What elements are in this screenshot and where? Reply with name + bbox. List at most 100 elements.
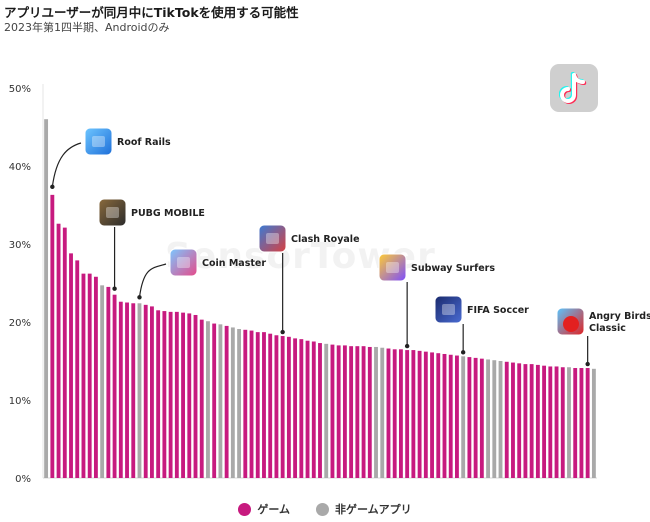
- bar-game: [112, 294, 117, 478]
- bar-game: [93, 276, 98, 478]
- leader-dot: [50, 184, 55, 190]
- bar-game: [423, 351, 428, 478]
- bar-game: [448, 354, 453, 478]
- bar-game: [398, 349, 403, 478]
- bar-game: [131, 303, 136, 478]
- bar-game: [442, 353, 447, 478]
- bar-game: [150, 306, 154, 478]
- bar-game: [255, 332, 260, 478]
- bar-nongame: [324, 343, 329, 478]
- bar-game: [268, 333, 273, 478]
- bar-game: [342, 345, 347, 478]
- bar-nongame: [374, 346, 378, 478]
- leader-dot: [460, 350, 466, 355]
- leader-dot: [280, 329, 285, 335]
- bar-nongame: [486, 359, 490, 478]
- bar-nongame: [44, 119, 49, 478]
- bar-game: [585, 368, 590, 478]
- subway-surfers-app-icon: [378, 253, 407, 282]
- legend-label-game: ゲーム: [257, 503, 290, 516]
- pubg-mobile-app-icon: [98, 198, 127, 227]
- app-icon-detail: [266, 233, 279, 244]
- bar-game: [511, 362, 515, 478]
- leader-dot: [404, 343, 410, 349]
- bar-game: [305, 340, 310, 478]
- bar-game: [143, 304, 148, 478]
- bar-game: [560, 367, 565, 478]
- bar-nongame: [461, 356, 466, 478]
- tiktok-logo-icon: [550, 64, 598, 112]
- legend-swatch-nongame: [316, 502, 329, 516]
- bar-game: [106, 286, 111, 478]
- bar-game: [523, 364, 528, 478]
- bar-game: [243, 329, 248, 478]
- bar-game: [249, 330, 254, 478]
- bar-game: [280, 336, 285, 478]
- annotation-angry-birds-classic: Angry Birds Classic: [556, 307, 650, 367]
- bar-game: [436, 353, 441, 478]
- app-icon-detail: [106, 207, 119, 218]
- angry-bird-shape: [563, 316, 579, 332]
- bar-game: [548, 366, 553, 478]
- bar-game: [118, 301, 123, 478]
- bar-game: [542, 365, 547, 478]
- bar-nongame: [137, 303, 142, 478]
- annotation-subway-surfers: Subway Surfers: [378, 253, 495, 349]
- bar-game: [330, 344, 335, 478]
- annotation-label: Coin Master: [202, 258, 266, 269]
- bar-game: [62, 227, 67, 478]
- bar-nongame: [591, 368, 596, 478]
- bar-game: [349, 346, 354, 478]
- bars: [44, 119, 596, 479]
- y-tick-label: 40%: [9, 162, 31, 173]
- bar-game: [181, 312, 185, 478]
- bar-game: [199, 319, 204, 478]
- bar-game: [554, 366, 559, 478]
- annotation-roof-rails: Roof Rails: [50, 127, 171, 190]
- bar-game: [455, 355, 459, 478]
- bar-game: [174, 311, 179, 478]
- leader-line: [138, 263, 167, 298]
- app-icon-detail: [92, 136, 105, 147]
- bar-game: [69, 253, 73, 478]
- bar-game: [529, 364, 534, 478]
- bar-game: [336, 345, 341, 478]
- annotation-label: FIFA Soccer: [467, 305, 529, 316]
- y-tick-label: 50%: [9, 84, 31, 95]
- bar-nongame: [100, 285, 105, 478]
- bar-game: [168, 311, 173, 478]
- bar-game: [517, 363, 522, 478]
- chart-subtitle: 2023年第1四半期、Androidのみ: [4, 21, 170, 34]
- bar-game: [212, 323, 217, 478]
- y-tick-label: 30%: [9, 240, 31, 251]
- bar-nongame: [218, 324, 223, 478]
- bar-game: [392, 349, 397, 478]
- bar-game: [473, 357, 478, 478]
- bar-game: [386, 348, 391, 478]
- roof-rails-app-icon: [84, 127, 113, 156]
- bar-game: [262, 332, 266, 478]
- bar-game: [535, 364, 540, 478]
- legend-item-nongame: 非ゲームアプリ: [316, 501, 412, 517]
- bar-nongame: [230, 327, 235, 478]
- bar-game: [430, 352, 434, 478]
- bar-game: [293, 338, 298, 478]
- bar-game: [579, 368, 584, 478]
- bar-game: [467, 357, 472, 478]
- bar-game: [286, 336, 291, 478]
- bar-game: [411, 350, 416, 478]
- y-tick-label: 20%: [9, 318, 31, 329]
- app-icon-detail: [177, 257, 190, 268]
- bar-game: [417, 350, 422, 478]
- annotation-coin-master: Coin Master: [137, 248, 266, 300]
- bar-game: [299, 339, 304, 478]
- annotation-fifa-soccer: FIFA Soccer: [434, 295, 529, 355]
- bar-game: [367, 346, 372, 478]
- bar-nongame: [380, 347, 385, 478]
- bar-game: [50, 194, 55, 479]
- annotation-label: Clash Royale: [291, 234, 360, 245]
- bar-game: [361, 346, 366, 478]
- bar-game: [125, 302, 129, 478]
- chart-title: アプリユーザーが同月中にTikTokを使用する可能性: [4, 5, 299, 20]
- bar-game: [81, 273, 86, 478]
